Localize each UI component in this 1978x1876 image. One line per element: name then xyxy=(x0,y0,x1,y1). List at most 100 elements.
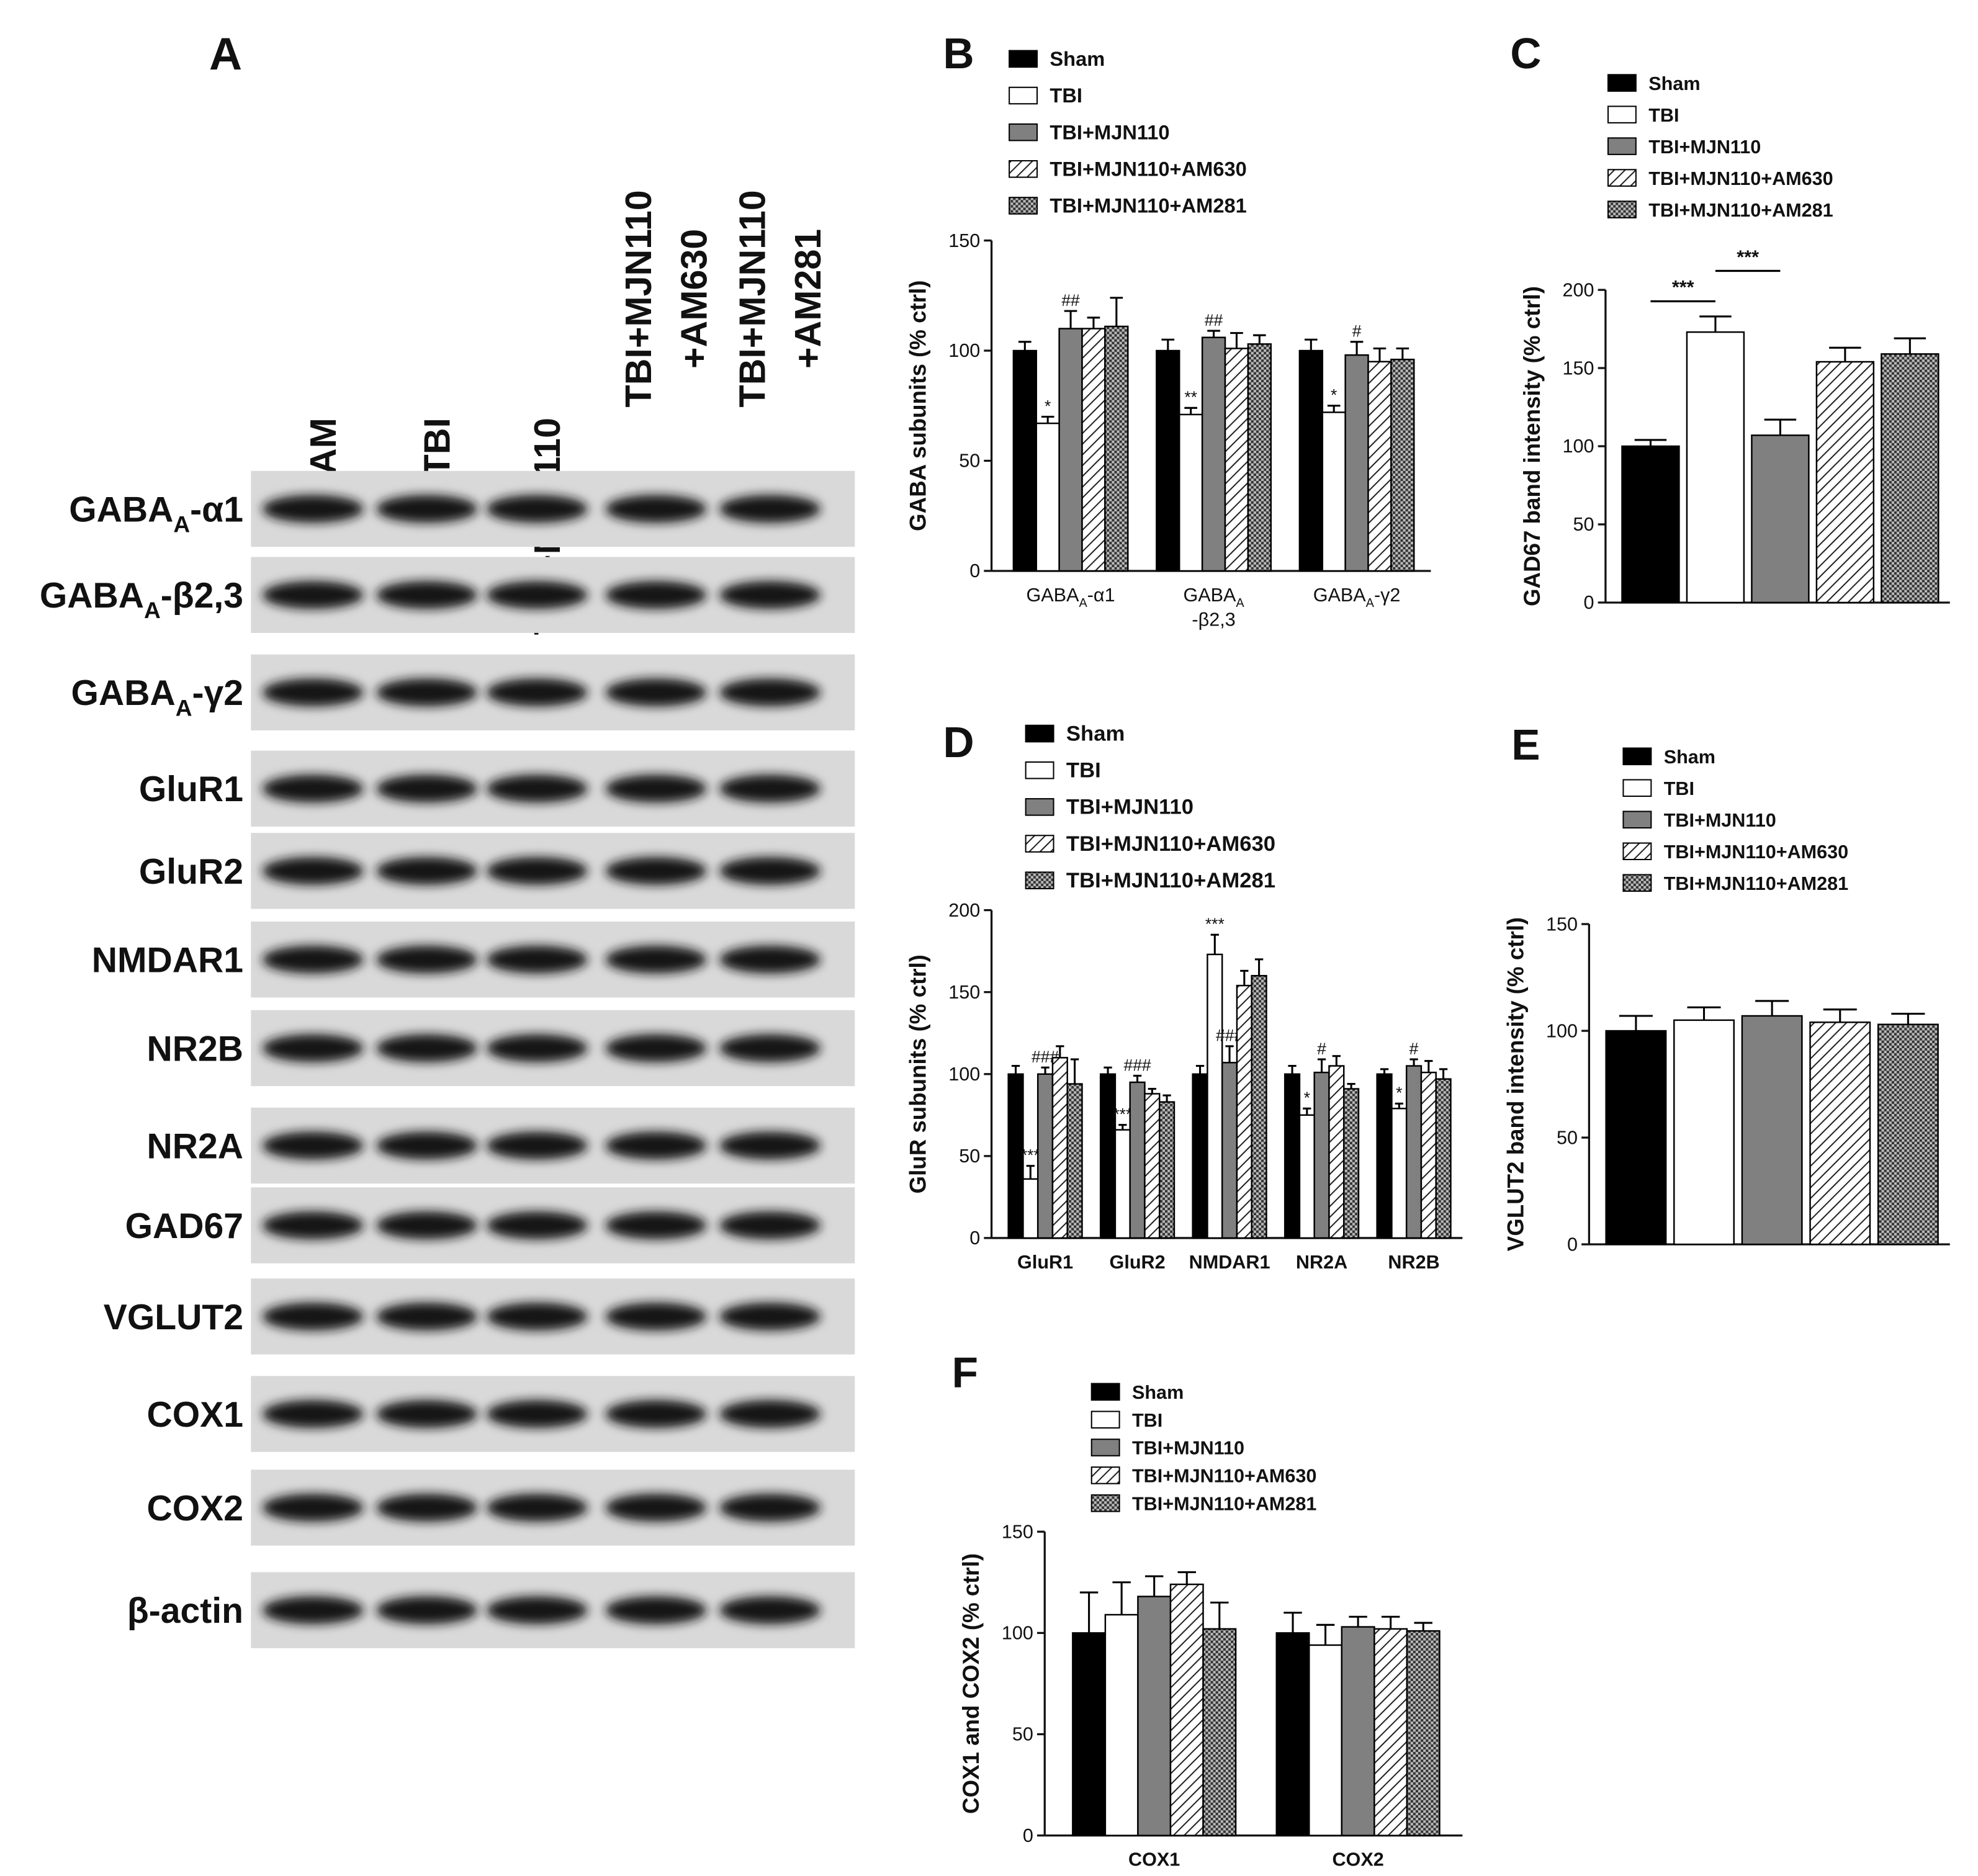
lane-label: TBI+MJN110 xyxy=(618,190,659,407)
blot-band xyxy=(376,1302,478,1331)
blot-band xyxy=(719,581,821,609)
y-tick-label: 150 xyxy=(1562,357,1594,379)
y-axis-label: GABA subunits (% ctrl) xyxy=(906,281,931,531)
lane-label: TBI xyxy=(416,418,458,477)
y-axis-label: GluR subunits (% ctrl) xyxy=(906,954,931,1193)
bar xyxy=(1221,1062,1238,1239)
legend-swatch xyxy=(1622,779,1652,797)
blot-band xyxy=(605,1211,707,1239)
row-label: VGLUT2 xyxy=(104,1298,243,1337)
row-label: NR2A xyxy=(147,1126,243,1166)
x-tick-label-part: GluR2 xyxy=(1110,1252,1166,1273)
legend-swatch xyxy=(1607,105,1637,123)
legend-swatch xyxy=(1025,761,1054,779)
row-label-part: COX2 xyxy=(147,1489,244,1528)
legend-swatch xyxy=(1607,137,1637,155)
blot-band xyxy=(719,945,821,974)
blot-band xyxy=(486,774,588,803)
legend-label: TBI xyxy=(1050,84,1082,107)
bar xyxy=(1158,1101,1176,1239)
bar xyxy=(1321,411,1346,572)
bar xyxy=(1815,361,1875,604)
blot-band xyxy=(262,856,364,885)
bar xyxy=(1344,354,1369,572)
y-tick-label: 150 xyxy=(948,982,980,1003)
x-tick-label: COX2 xyxy=(1332,1849,1383,1870)
blot-band xyxy=(262,1400,364,1428)
significance: # xyxy=(1317,1039,1326,1058)
row-label: GAD67 xyxy=(125,1206,243,1246)
bar xyxy=(1621,445,1680,604)
y-tick-label: 100 xyxy=(1546,1020,1578,1041)
bar xyxy=(1308,1644,1343,1836)
bar xyxy=(1129,1081,1146,1239)
row-label-part: VGLUT2 xyxy=(104,1298,243,1337)
bar xyxy=(1144,1093,1161,1239)
blot-band xyxy=(262,1302,364,1331)
legend-label: TBI+MJN110 xyxy=(1132,1438,1244,1459)
blot-band xyxy=(719,678,821,707)
row-label: GluR1 xyxy=(139,770,243,809)
bar xyxy=(1058,328,1083,572)
legend-label: Sham xyxy=(1132,1382,1184,1403)
legend-swatch xyxy=(1090,1411,1120,1429)
x-tick-label-part: NR2B xyxy=(1388,1252,1439,1273)
blot-band xyxy=(376,1596,478,1625)
legend-label: TBI+MJN110+AM630 xyxy=(1664,842,1848,863)
legend-label: Sham xyxy=(1648,73,1700,94)
significance: ## xyxy=(1205,311,1223,330)
bar xyxy=(1751,434,1810,604)
legend-swatch xyxy=(1009,160,1038,178)
legend-swatch xyxy=(1025,724,1054,743)
bar xyxy=(1298,1114,1315,1239)
bar xyxy=(1605,1030,1667,1245)
bar xyxy=(1104,1613,1139,1836)
y-tick-label: 50 xyxy=(959,451,980,472)
bar xyxy=(1236,984,1252,1239)
bar xyxy=(1081,328,1106,572)
bar xyxy=(1156,349,1180,572)
row-label-part: A xyxy=(173,511,190,537)
bar xyxy=(1809,1021,1871,1245)
bar xyxy=(1072,1632,1107,1836)
row-label-part: A xyxy=(144,597,161,623)
legend-label: TBI+MJN110+AM281 xyxy=(1648,200,1833,221)
legend-label: TBI+MJN110+AM630 xyxy=(1648,168,1833,189)
x-tick-label-part: GluR1 xyxy=(1017,1252,1073,1273)
legend-label: TBI xyxy=(1066,758,1101,782)
blot-band xyxy=(376,495,478,523)
x-tick-label: GABAA-α1 xyxy=(1027,585,1115,610)
legend-swatch xyxy=(1025,798,1054,816)
blot-band xyxy=(262,1034,364,1062)
legend-label: Sham xyxy=(1066,722,1125,745)
significance: * xyxy=(1396,1084,1402,1102)
legend-swatch xyxy=(1025,835,1054,853)
blot-band xyxy=(486,1302,588,1331)
y-tick-label: 50 xyxy=(1557,1127,1578,1148)
blot-band xyxy=(262,774,364,803)
row-label-part: GABA xyxy=(40,576,144,616)
bar xyxy=(1201,336,1226,572)
legend-swatch xyxy=(1622,842,1652,861)
y-tick-label: 100 xyxy=(1002,1623,1033,1644)
legend-swatch xyxy=(1090,1494,1120,1512)
x-tick-label: GluR2 xyxy=(1110,1252,1166,1273)
bar xyxy=(1012,349,1037,572)
blot-band xyxy=(486,1034,588,1062)
y-tick-label: 0 xyxy=(1567,1234,1578,1255)
bar xyxy=(1367,361,1392,572)
blot-band xyxy=(376,1211,478,1239)
y-axis-label: GAD67 band intensity (% ctrl) xyxy=(1519,286,1545,606)
x-tick-label-part: GABA xyxy=(1027,585,1080,606)
bar xyxy=(1376,1073,1393,1239)
x-tick-label: GluR1 xyxy=(1017,1252,1073,1273)
y-tick-label: 0 xyxy=(1023,1825,1033,1846)
legend-swatch xyxy=(1607,169,1637,187)
x-tick-label-part: GABA xyxy=(1313,585,1367,606)
significance: *** xyxy=(1113,1105,1132,1124)
bar xyxy=(1420,1071,1437,1239)
bar xyxy=(1298,349,1323,572)
bar xyxy=(1247,343,1272,572)
row-label: NMDAR1 xyxy=(92,941,243,981)
x-tick-label-part: A xyxy=(1366,596,1375,610)
